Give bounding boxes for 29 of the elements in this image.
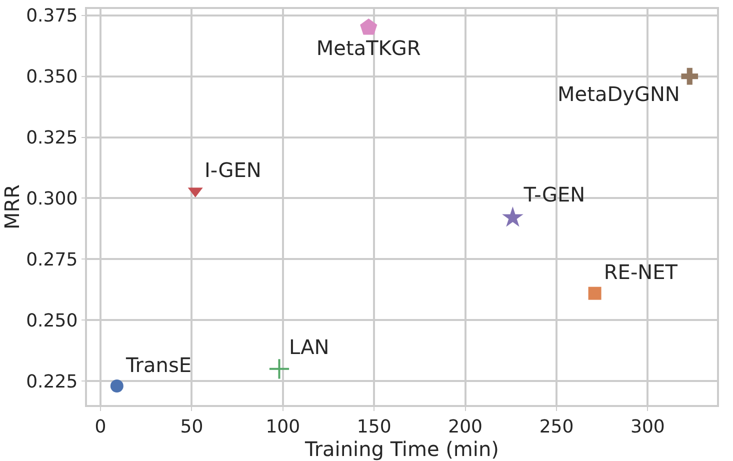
point — [681, 68, 698, 85]
x-tick-label: 300 — [630, 416, 665, 438]
y-tick-label: 0.225 — [26, 371, 78, 392]
point — [360, 18, 378, 35]
y-tick-label: 0.325 — [26, 128, 78, 149]
series-label: LAN — [289, 335, 330, 360]
point — [588, 286, 602, 300]
y-tick-label: 0.375 — [26, 6, 78, 27]
series-label: RE-NET — [604, 260, 678, 284]
y-axis-title: MRR — [0, 184, 24, 230]
series-label: I-GEN — [204, 158, 262, 182]
x-tick-label: 200 — [448, 416, 482, 438]
x-axis-title: Training Time (min) — [304, 437, 499, 461]
series-label: TransE — [125, 352, 192, 377]
series-label: MetaDyGNN — [558, 82, 680, 106]
y-tick-label: 0.275 — [26, 249, 78, 270]
x-tick-label: 100 — [266, 416, 300, 438]
y-tick-label: 0.350 — [26, 66, 78, 88]
x-tick-label: 150 — [356, 416, 392, 438]
point — [268, 358, 290, 380]
y-tick-label: 0.300 — [26, 188, 78, 210]
x-tick-label: 50 — [180, 416, 204, 438]
series-label: MetaTKGR — [316, 36, 421, 60]
series-label: T-GEN — [522, 182, 586, 207]
y-tick-label: 0.250 — [26, 310, 78, 332]
x-tick-label: 0 — [94, 416, 106, 438]
point — [502, 206, 524, 227]
x-tick-label: 250 — [539, 416, 574, 438]
point — [110, 379, 124, 392]
